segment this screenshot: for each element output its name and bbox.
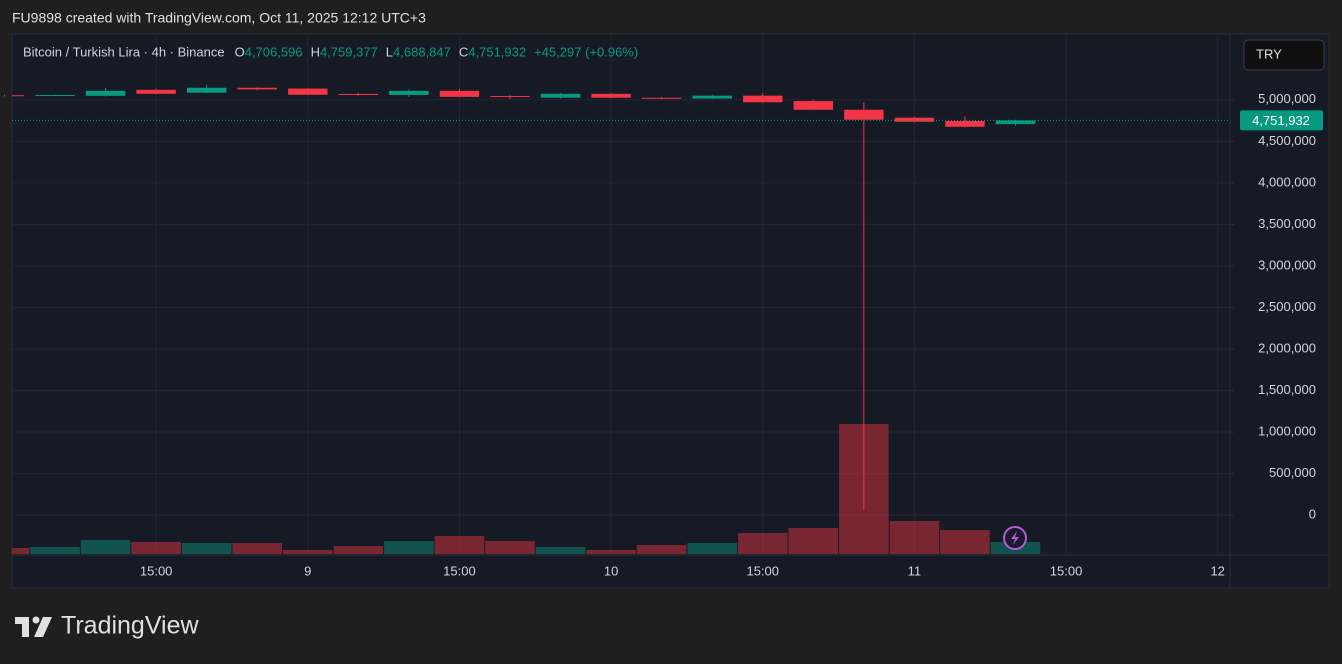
- x-tick-label: 9: [304, 563, 311, 578]
- candle-body: [793, 101, 834, 110]
- y-tick-label: 0: [1309, 507, 1316, 522]
- logo-mark-dot: [32, 616, 40, 624]
- y-tick-label: 500,000: [1269, 465, 1316, 480]
- candle-body: [540, 93, 581, 98]
- volume-bar: [30, 547, 80, 554]
- currency-button-label[interactable]: TRY: [1256, 46, 1282, 61]
- volume-bar: [283, 550, 333, 554]
- x-tick-label: 15:00: [746, 563, 779, 578]
- y-tick-label: 5,000,000: [1258, 91, 1316, 106]
- candle-body: [641, 97, 682, 99]
- change-value: +45,297 (+0.96%): [534, 44, 638, 59]
- x-tick-label: 12: [1210, 563, 1224, 578]
- x-tick-label: 15:00: [140, 563, 173, 578]
- volume-bar: [181, 543, 232, 554]
- volume-bar: [12, 548, 30, 554]
- last-price-box: [1240, 110, 1323, 131]
- volume-bar: [485, 541, 535, 554]
- volume-bar: [232, 543, 283, 554]
- x-tick-label: 15:00: [1050, 563, 1083, 578]
- y-tick-label: 3,000,000: [1258, 257, 1316, 272]
- volume-bar: [80, 540, 131, 554]
- x-tick-label: 10: [604, 563, 618, 578]
- candle-body: [490, 96, 530, 98]
- candle-body: [995, 120, 1036, 125]
- candle-body: [692, 95, 732, 99]
- volume-bar: [737, 533, 788, 554]
- volume-bar: [333, 546, 384, 554]
- candle-body: [12, 95, 25, 97]
- candle-body: [439, 90, 480, 97]
- currency-button-box[interactable]: [1243, 39, 1325, 71]
- candle-body: [894, 117, 935, 122]
- logo-mark-right: [34, 617, 52, 637]
- legend: Bitcoin / Turkish Lira · 4h · Binance O 4,…: [23, 44, 638, 59]
- chart-panel: [11, 33, 1330, 589]
- alert-bolt: [1011, 531, 1019, 545]
- ohlc-key: H: [311, 44, 320, 59]
- volume-bar: [889, 521, 940, 554]
- last-price-label: 4,751,932: [1252, 113, 1310, 128]
- footer-logo: TradingView: [15, 612, 200, 640]
- candle-body: [186, 87, 227, 93]
- plot: 4,751,932: [4, 84, 1323, 554]
- ohlc-key: C: [459, 44, 468, 59]
- symbol-title: Bitcoin / Turkish Lira · 4h · Binance: [23, 44, 225, 59]
- footer-brand: TradingView: [61, 612, 200, 640]
- volume-bar: [687, 543, 737, 554]
- logo-mark-left: [15, 617, 29, 637]
- volume-bar: [131, 542, 181, 554]
- y-tick-label: 2,500,000: [1258, 299, 1316, 314]
- y-tick-label: 2,000,000: [1258, 340, 1316, 355]
- candle-body: [136, 89, 176, 94]
- volume-bar: [384, 541, 434, 554]
- ohlc-value: 4,706,596: [245, 44, 303, 59]
- grid: 0 500,000 1,000,000 1,500,000 2,000,000 2,500…: [12, 35, 1316, 578]
- candle-body: [389, 90, 429, 95]
- y-tick-label: 4,000,000: [1258, 174, 1316, 189]
- y-tick-label: 3,500,000: [1258, 216, 1316, 231]
- header-text: FU9898 created with TradingView.com, Oct…: [12, 10, 426, 26]
- y-tick-label: 1,500,000: [1258, 382, 1316, 397]
- volume-bar: [434, 536, 485, 554]
- ohlc-value: 4,751,932: [468, 44, 526, 59]
- candle-body: [743, 95, 783, 103]
- volume-bar: [636, 545, 687, 554]
- ohlc-key: L: [386, 44, 393, 59]
- alert-icon[interactable]: [1003, 526, 1027, 550]
- candle-body: [591, 93, 631, 98]
- x-tick-label: 11: [908, 563, 922, 578]
- y-tick-label: 1,000,000: [1258, 423, 1316, 438]
- candle-body: [844, 109, 884, 120]
- candle-body: [85, 90, 126, 96]
- x-tick-label: 15:00: [443, 563, 476, 578]
- y-tick-label: 4,500,000: [1258, 133, 1316, 148]
- ohlc-value: 4,688,847: [393, 44, 451, 59]
- currency-button[interactable]: TRY: [1243, 39, 1325, 71]
- ohlc-key: O: [235, 44, 245, 59]
- volume-bar: [940, 530, 990, 554]
- candle-body: [338, 93, 379, 95]
- volume-bar: [788, 528, 839, 554]
- candle-body: [288, 88, 328, 95]
- volume-bar: [586, 550, 636, 554]
- volume-bar: [535, 547, 586, 554]
- candle-body: [35, 94, 75, 96]
- ohlc-value: 4,759,377: [320, 44, 378, 59]
- candle-body: [237, 87, 277, 90]
- candle-body: [945, 120, 985, 127]
